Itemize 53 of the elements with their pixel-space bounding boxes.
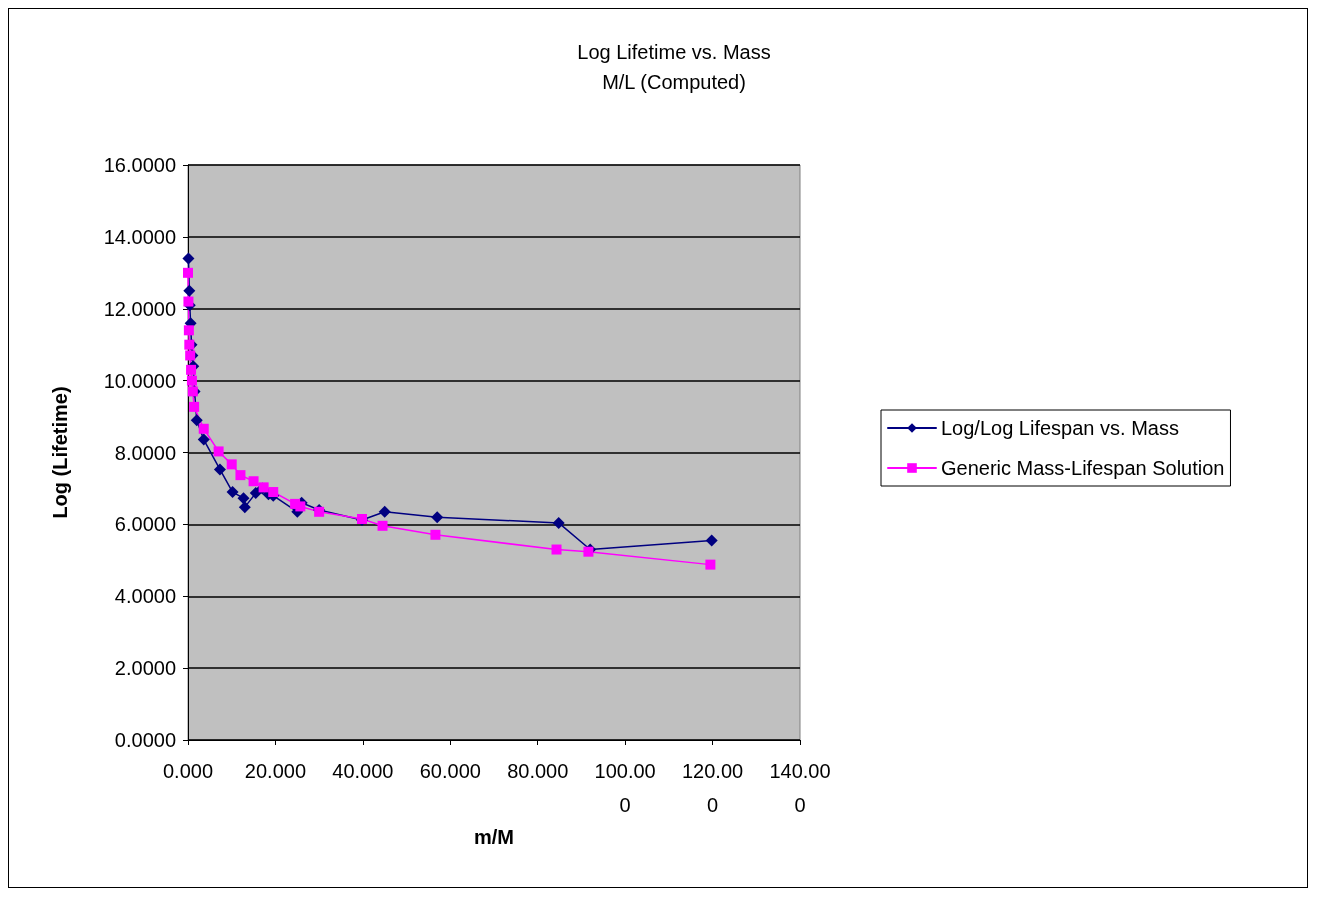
point (226, 486, 239, 499)
point (430, 529, 441, 540)
y-tick-label: 16.0000 (103, 154, 176, 176)
point (238, 501, 251, 514)
point (552, 516, 565, 529)
legend-label: Generic Mass-Lifespan Solution (941, 457, 1225, 479)
point (235, 470, 246, 481)
point (705, 559, 716, 570)
x-tick-label: 80.000 (507, 760, 569, 782)
point (182, 252, 195, 265)
point (183, 267, 193, 278)
y-tick-label: 14.0000 (103, 225, 176, 248)
point (248, 476, 259, 487)
point (189, 401, 200, 412)
y-tick-label: 0.0000 (114, 729, 176, 751)
y-tick-label: 8.0000 (114, 441, 176, 464)
point (249, 487, 262, 500)
legend-label: Log/Log Lifespan vs. Mass (941, 417, 1179, 439)
x-tick-label: 140.000 (769, 760, 831, 816)
point (237, 492, 250, 505)
point (186, 375, 197, 386)
point (378, 505, 391, 518)
chart-subtitle: M/L (Computed) (602, 71, 746, 93)
point (431, 511, 444, 524)
point (190, 414, 203, 427)
point (183, 325, 194, 336)
x-tick-label: 0.000 (162, 760, 214, 782)
point (705, 534, 718, 547)
point (197, 433, 210, 446)
chart-title: Log Lifetime vs. Mass (577, 41, 771, 63)
x-axis-title: m/M (474, 825, 514, 848)
point (268, 487, 279, 498)
point (226, 459, 237, 470)
point (198, 423, 209, 434)
point (213, 446, 224, 457)
point (295, 501, 306, 512)
x-tick-label: 20.000 (244, 760, 307, 782)
point (186, 364, 197, 375)
x-tick-label: 100.000 (594, 760, 656, 816)
y-tick-label: 2.0000 (114, 657, 176, 680)
y-axis-title: Log (Lifetime) (49, 386, 71, 519)
y-tick-label: 6.0000 (114, 513, 176, 536)
y-tick-label: 10.0000 (103, 369, 176, 392)
point (183, 284, 196, 297)
x-tick-label: 40.000 (332, 760, 394, 782)
y-tick-label: 12.0000 (103, 297, 176, 320)
point (183, 296, 194, 307)
x-tick-label: 60.000 (419, 760, 481, 782)
x-tick-label: 120.000 (681, 760, 744, 816)
point (551, 544, 562, 555)
y-tick-label: 4.0000 (114, 585, 176, 608)
point (213, 463, 226, 476)
point (377, 520, 388, 531)
